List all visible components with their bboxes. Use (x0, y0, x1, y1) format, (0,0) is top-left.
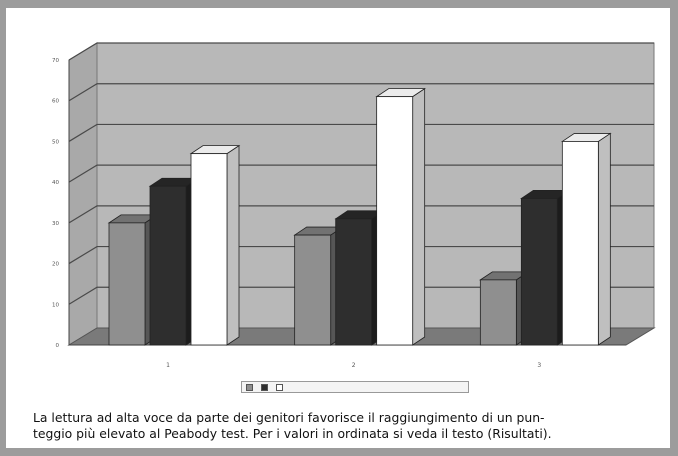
y-tick-label: 20 (52, 262, 59, 268)
y-tick-label: 50 (52, 139, 59, 145)
figure-caption: La lettura ad alta voce da parte dei gen… (33, 410, 673, 442)
bar-series-1-cat-3 (479, 279, 517, 346)
y-tick-label: 10 (52, 302, 59, 308)
chart-side-wall (68, 42, 98, 346)
gridline (68, 164, 654, 183)
legend-swatch (246, 383, 253, 391)
gridline (68, 286, 654, 305)
bar-series-1-cat-1 (108, 222, 146, 346)
gridline (68, 123, 654, 142)
y-tick-label: 40 (52, 180, 59, 186)
x-tick-label: 1 (166, 362, 170, 369)
legend-item (276, 383, 285, 391)
legend-swatch (276, 383, 283, 391)
bar-side (597, 132, 611, 346)
bar-series-2-cat-1 (149, 185, 187, 346)
bar-series-3-cat-3 (561, 141, 599, 346)
legend-item (261, 383, 270, 391)
y-tick-label: 70 (52, 58, 59, 64)
bar-series-2-cat-3 (520, 198, 558, 346)
gridline (68, 83, 654, 102)
y-tick-label: 0 (56, 343, 60, 349)
x-tick-label: 3 (537, 362, 541, 369)
bar-series-1-cat-2 (294, 234, 332, 346)
chart-legend (241, 381, 469, 393)
figure-panel: 0 10 20 30 40 50 60 70 1 2 3 La lettura ad alta vo… (6, 8, 670, 448)
bar-series-3-cat-1 (190, 153, 228, 346)
gridline (68, 245, 654, 265)
caption-line-2: teggio più elevato al Peabody test. Per … (33, 426, 552, 441)
bar-chart-3d: 0 10 20 30 40 50 60 70 1 2 3 (52, 42, 656, 369)
legend-item (246, 383, 255, 391)
y-tick-label: 30 (52, 221, 59, 227)
caption-line-1: La lettura ad alta voce da parte dei gen… (33, 410, 545, 425)
gridline (68, 205, 654, 224)
gridline (68, 42, 654, 61)
x-tick-label: 2 (352, 362, 356, 369)
bar-series-3-cat-2 (376, 96, 414, 346)
legend-swatch (261, 383, 268, 391)
bar-side (412, 87, 426, 346)
y-tick-label: 60 (52, 99, 59, 105)
bar-side (226, 144, 240, 346)
bar-series-2-cat-2 (335, 218, 373, 346)
